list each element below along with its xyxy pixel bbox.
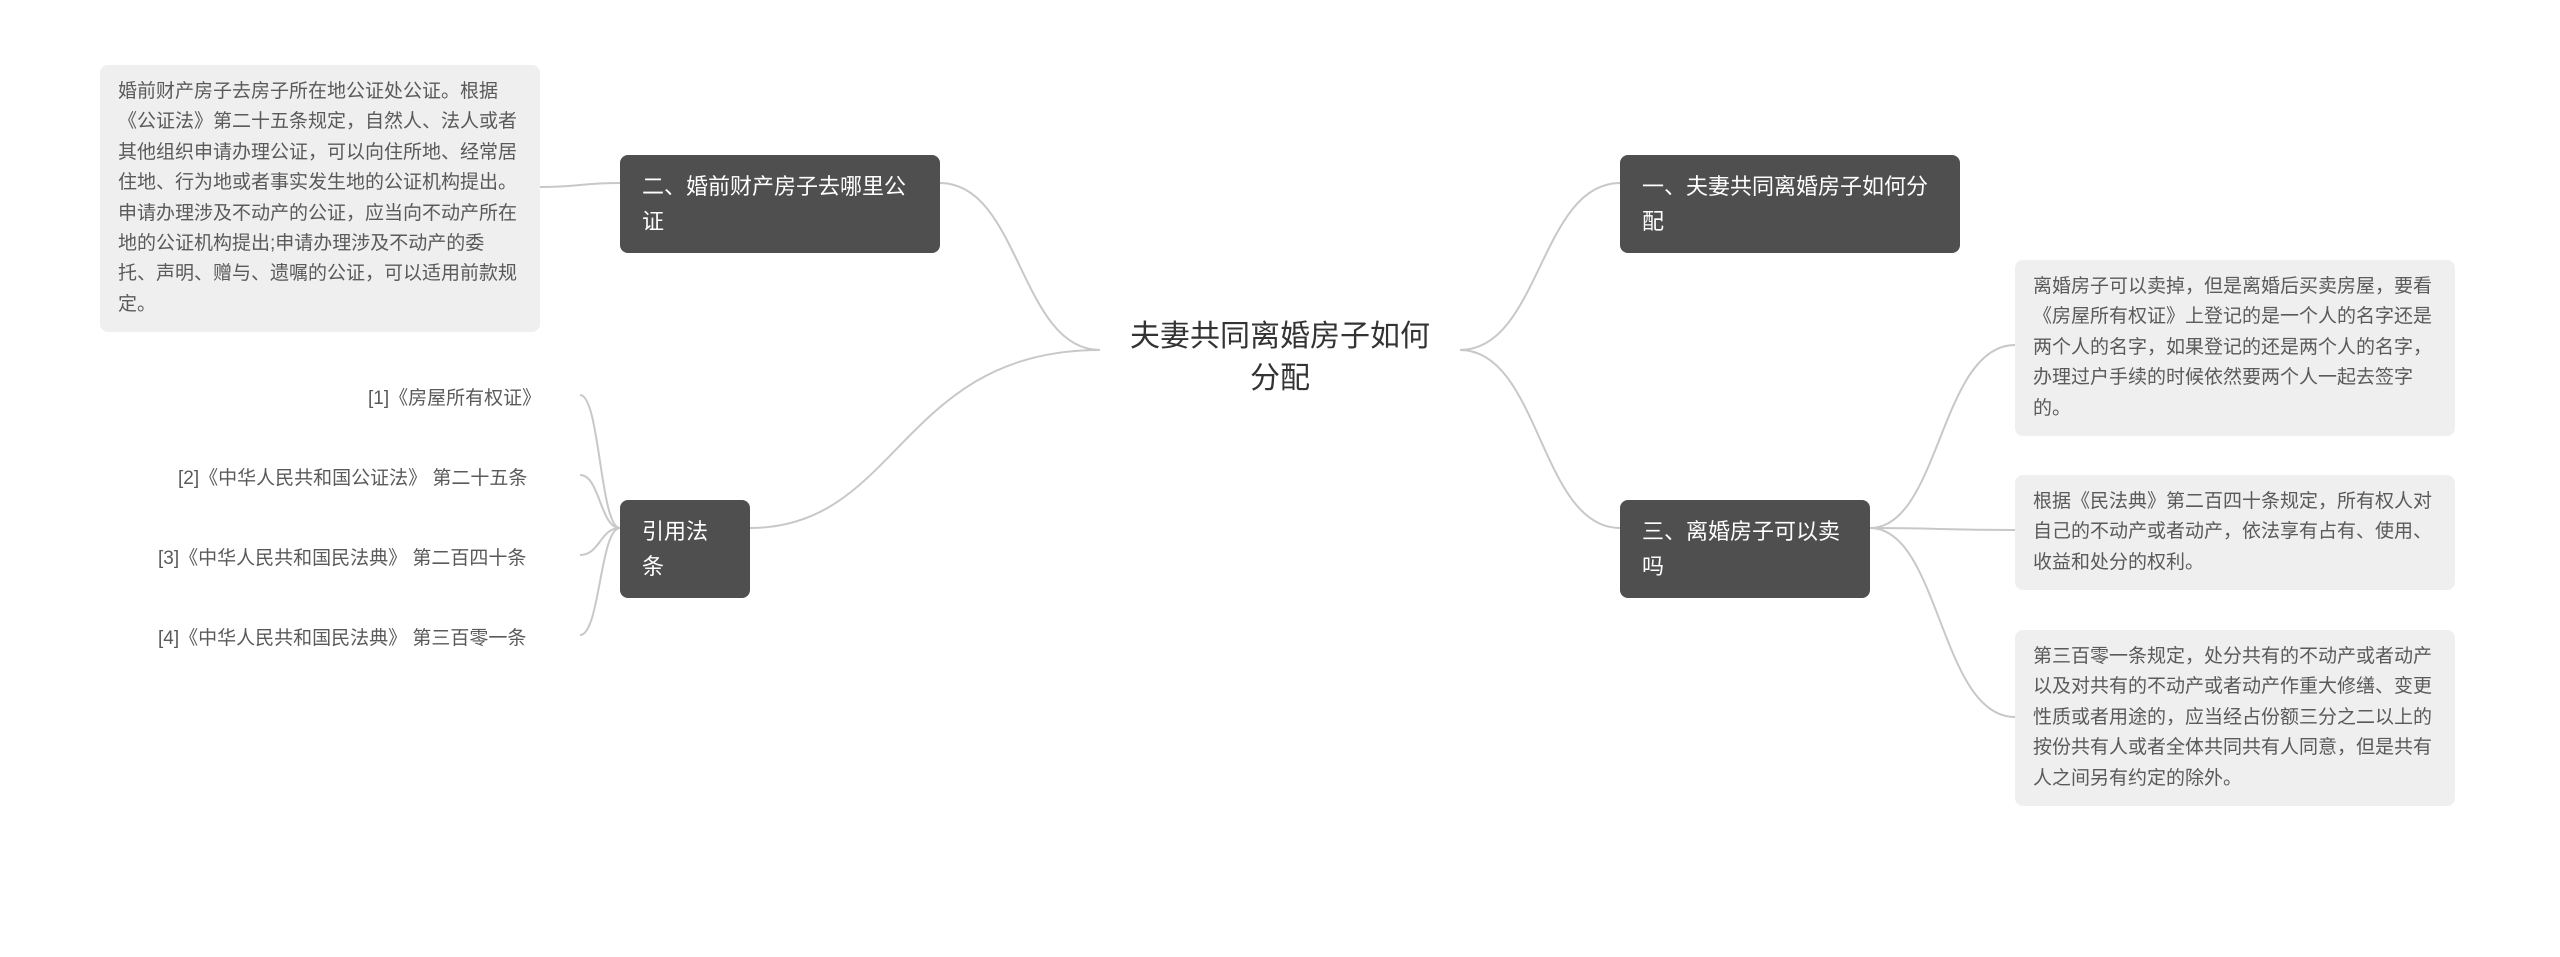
leaf-node-l1c1: 婚前财产房子去房子所在地公证处公证。根据《公证法》第二十五条规定，自然人、法人或…: [100, 65, 540, 332]
branch-node-r2: 三、离婚房子可以卖吗: [1620, 500, 1870, 598]
branch-node-l1: 二、婚前财产房子去哪里公证: [620, 155, 940, 253]
leaf-node-l2c1: [1]《房屋所有权证》: [360, 380, 580, 418]
branch-node-l2: 引用法条: [620, 500, 750, 598]
leaf-node-l2c2: [2]《中华人民共和国公证法》 第二十五条: [170, 460, 580, 498]
leaf-node-r2c3: 第三百零一条规定，处分共有的不动产或者动产以及对共有的不动产或者动产作重大修缮、…: [2015, 630, 2455, 806]
mindmap-canvas: 夫妻共同离婚房子如何分配 二、婚前财产房子去哪里公证 婚前财产房子去房子所在地公…: [0, 0, 2560, 957]
branch-node-r1: 一、夫妻共同离婚房子如何分配: [1620, 155, 1960, 253]
leaf-node-r2c2: 根据《民法典》第二百四十条规定，所有权人对自己的不动产或者动产，依法享有占有、使…: [2015, 475, 2455, 590]
root-node: 夫妻共同离婚房子如何分配: [1100, 300, 1460, 416]
leaf-node-l2c3: [3]《中华人民共和国民法典》 第二百四十条: [150, 540, 580, 578]
leaf-node-l2c4: [4]《中华人民共和国民法典》 第三百零一条: [150, 620, 580, 658]
leaf-node-r2c1: 离婚房子可以卖掉，但是离婚后买卖房屋，要看《房屋所有权证》上登记的是一个人的名字…: [2015, 260, 2455, 436]
